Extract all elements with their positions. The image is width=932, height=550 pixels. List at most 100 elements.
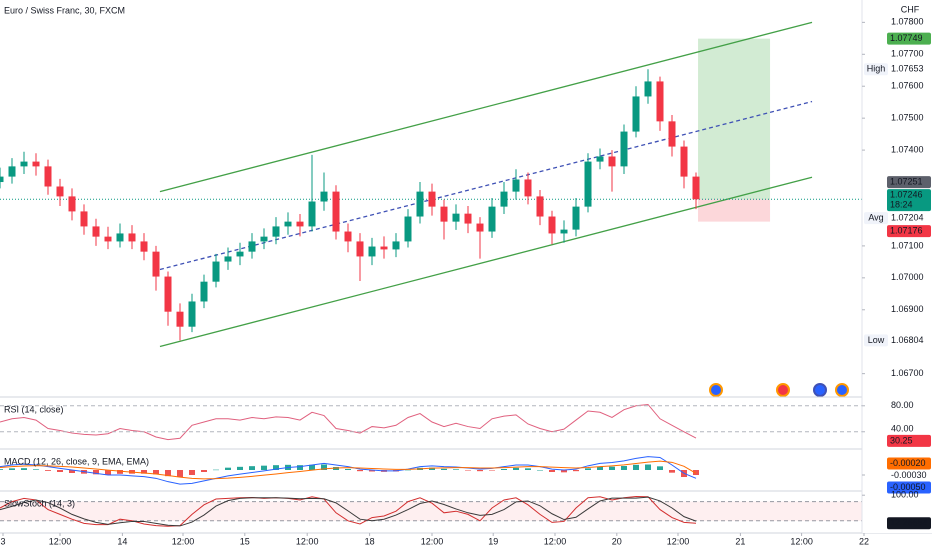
trend-line xyxy=(159,21,813,193)
histogram-bar xyxy=(225,467,231,470)
histogram-bar xyxy=(369,470,375,472)
histogram-bar xyxy=(657,466,663,470)
histogram-bar xyxy=(549,470,555,472)
histogram-bar xyxy=(465,470,471,471)
histogram-bar xyxy=(57,470,63,472)
y-tick-label: 1.07000 xyxy=(891,272,924,282)
event-icon[interactable] xyxy=(835,383,849,397)
pane-title: SlowStoch (14, 3) xyxy=(4,498,75,508)
candle-body xyxy=(284,221,292,227)
y-tick-label: 1.07500 xyxy=(891,113,924,123)
histogram-bar xyxy=(621,466,627,470)
marker-value: 1.07204 xyxy=(891,212,924,222)
y-tick-label: 1.07100 xyxy=(891,240,924,250)
marker-value: 1.07176 xyxy=(890,225,923,235)
histogram-bar xyxy=(321,464,327,470)
histogram-bar xyxy=(93,470,99,475)
event-icon[interactable] xyxy=(776,383,790,397)
candle-body xyxy=(20,161,28,167)
histogram-bar xyxy=(117,470,123,474)
candle-body xyxy=(368,246,376,257)
histogram-bar xyxy=(525,468,531,470)
histogram-bar xyxy=(9,468,15,470)
candle-body xyxy=(380,246,388,250)
y-tick-label: 80.00 xyxy=(891,400,914,410)
indicator-line xyxy=(0,496,697,527)
candle-body xyxy=(392,241,400,250)
marker-box xyxy=(887,189,931,212)
histogram-bar xyxy=(633,464,639,470)
candle-body xyxy=(56,186,64,197)
histogram-bar xyxy=(237,466,243,470)
candle-body xyxy=(608,156,616,167)
candle-body xyxy=(188,301,196,327)
candle-body xyxy=(296,221,304,227)
y-tick-label: 1.07400 xyxy=(891,144,924,154)
candle-body xyxy=(332,191,340,232)
x-tick-label: 15 xyxy=(240,536,250,546)
histogram-bar xyxy=(213,469,219,471)
candle-body xyxy=(692,176,700,200)
plot-area xyxy=(0,21,862,527)
histogram-bar xyxy=(429,467,435,470)
pane-title: Euro / Swiss Franc, 30, FXCM xyxy=(4,5,125,15)
pane-separators xyxy=(0,396,932,534)
histogram-bar xyxy=(297,465,303,470)
marker-name: Avg xyxy=(868,212,883,222)
event-icon[interactable] xyxy=(813,383,827,397)
marker-value: 1.07246 xyxy=(890,189,923,199)
x-tick-label: 12:00 xyxy=(421,536,444,546)
candle-body xyxy=(488,206,496,232)
histogram-bar xyxy=(69,470,75,473)
x-tick-label: 12:00 xyxy=(49,536,72,546)
y-tick-label: 1.07600 xyxy=(891,81,924,91)
x-tick-label: 19 xyxy=(488,536,498,546)
candle-body xyxy=(452,213,460,222)
histogram-bar xyxy=(165,470,171,477)
x-tick-label: 12:00 xyxy=(544,536,567,546)
histogram-bar xyxy=(345,469,351,470)
histogram-bar xyxy=(141,470,147,474)
marker-name-box xyxy=(864,334,888,347)
candle-body xyxy=(212,261,220,282)
histogram-bar xyxy=(693,470,699,475)
histogram-bar xyxy=(309,464,315,470)
candle-body xyxy=(632,96,640,132)
x-tick-label: 12:00 xyxy=(790,536,813,546)
candle-body xyxy=(224,256,232,262)
histogram-bar xyxy=(105,470,111,475)
histogram-bar xyxy=(45,470,51,471)
histogram-bar xyxy=(513,467,519,470)
candle-body xyxy=(476,223,484,232)
histogram-bar xyxy=(189,470,195,475)
histogram-bar xyxy=(405,469,411,471)
candle-body xyxy=(128,233,136,242)
histogram-bar xyxy=(0,469,3,470)
histogram-bar xyxy=(177,470,183,477)
position-loss xyxy=(698,199,771,222)
y-tick-label: 1.06700 xyxy=(891,368,924,378)
histogram-bar xyxy=(645,464,651,470)
candle-body xyxy=(92,226,100,237)
y-tick-label: 40.00 xyxy=(891,423,914,433)
histogram-bar xyxy=(597,466,603,470)
candle-body xyxy=(560,229,568,234)
histogram-bar xyxy=(609,466,615,470)
candle-body xyxy=(152,251,160,277)
candle-body xyxy=(68,196,76,212)
marker-name-box xyxy=(864,212,888,225)
candle-body xyxy=(584,161,592,207)
event-icon[interactable] xyxy=(709,383,723,397)
candle-body xyxy=(308,201,316,227)
x-tick-label: 12:00 xyxy=(667,536,690,546)
candle-body xyxy=(596,156,604,162)
histogram-bar xyxy=(573,470,579,472)
x-tick-label: 21 xyxy=(735,536,745,546)
marker-value: 1.07653 xyxy=(891,64,924,74)
candle-body xyxy=(104,236,112,242)
indicator-line xyxy=(0,403,697,441)
histogram-bar xyxy=(477,470,483,472)
price-axis: Euro / Swiss Franc, 30, FXCM CHF 1.07800 1.… xyxy=(4,0,932,533)
marker-box xyxy=(887,481,931,494)
